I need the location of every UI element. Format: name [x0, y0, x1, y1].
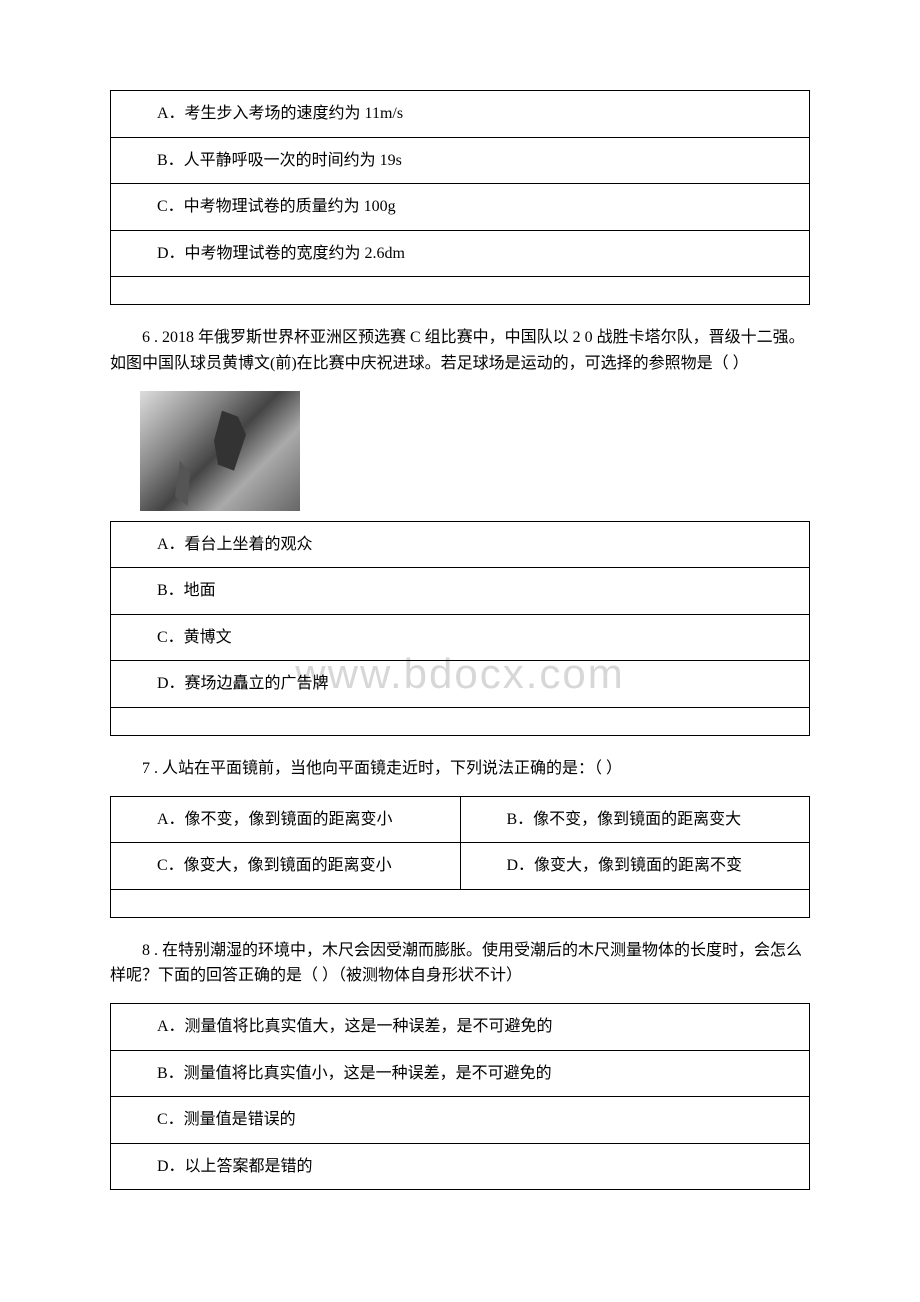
- q6-image: [140, 391, 300, 511]
- q6-option-c: C．黄博文: [111, 614, 810, 661]
- q7-option-b: B．像不变，像到镜面的距离变大: [460, 796, 810, 843]
- q8-option-c: C．测量值是错误的: [111, 1097, 810, 1144]
- q8-option-b: B．测量值将比真实值小，这是一种误差，是不可避免的: [111, 1050, 810, 1097]
- q7-text: 7 . 人站在平面镜前，当他向平面镜走近时，下列说法正确的是：（ ）: [110, 756, 810, 782]
- q8-options-table: A．测量值将比真实值大，这是一种误差，是不可避免的 B．测量值将比真实值小，这是…: [110, 1003, 810, 1190]
- q5-empty-row: [111, 277, 810, 305]
- q6-option-b: B．地面: [111, 568, 810, 615]
- q8-option-a: A．测量值将比真实值大，这是一种误差，是不可避免的: [111, 1003, 810, 1050]
- q6-text: 6 . 2018 年俄罗斯世界杯亚洲区预选赛 C 组比赛中，中国队以 2 0 战…: [110, 325, 810, 376]
- q7-option-d: D．像变大，像到镜面的距离不变: [460, 843, 810, 890]
- q6-empty-row: [111, 707, 810, 735]
- q5-option-d: D．中考物理试卷的宽度约为 2.6dm: [111, 230, 810, 277]
- q5-option-a: A．考生步入考场的速度约为 11m/s: [111, 91, 810, 138]
- q7-empty-row: [111, 889, 810, 917]
- q8-text: 8 . 在特别潮湿的环境中，木尺会因受潮而膨胀。使用受潮后的木尺测量物体的长度时…: [110, 938, 810, 989]
- q5-option-c: C．中考物理试卷的质量约为 100g: [111, 184, 810, 231]
- q6-option-a: A．看台上坐着的观众: [111, 521, 810, 568]
- q8-option-d: D．以上答案都是错的: [111, 1143, 810, 1190]
- q7-option-c: C．像变大，像到镜面的距离变小: [111, 843, 461, 890]
- q6-options-table: A．看台上坐着的观众 B．地面 C．黄博文 D．赛场边矗立的广告牌: [110, 521, 810, 736]
- q6-option-d: D．赛场边矗立的广告牌: [111, 661, 810, 708]
- q7-option-a: A．像不变，像到镜面的距离变小: [111, 796, 461, 843]
- q5-option-b: B．人平静呼吸一次的时间约为 19s: [111, 137, 810, 184]
- q5-options-table: A．考生步入考场的速度约为 11m/s B．人平静呼吸一次的时间约为 19s C…: [110, 90, 810, 305]
- q7-options-table: A．像不变，像到镜面的距离变小 B．像不变，像到镜面的距离变大 C．像变大，像到…: [110, 796, 810, 918]
